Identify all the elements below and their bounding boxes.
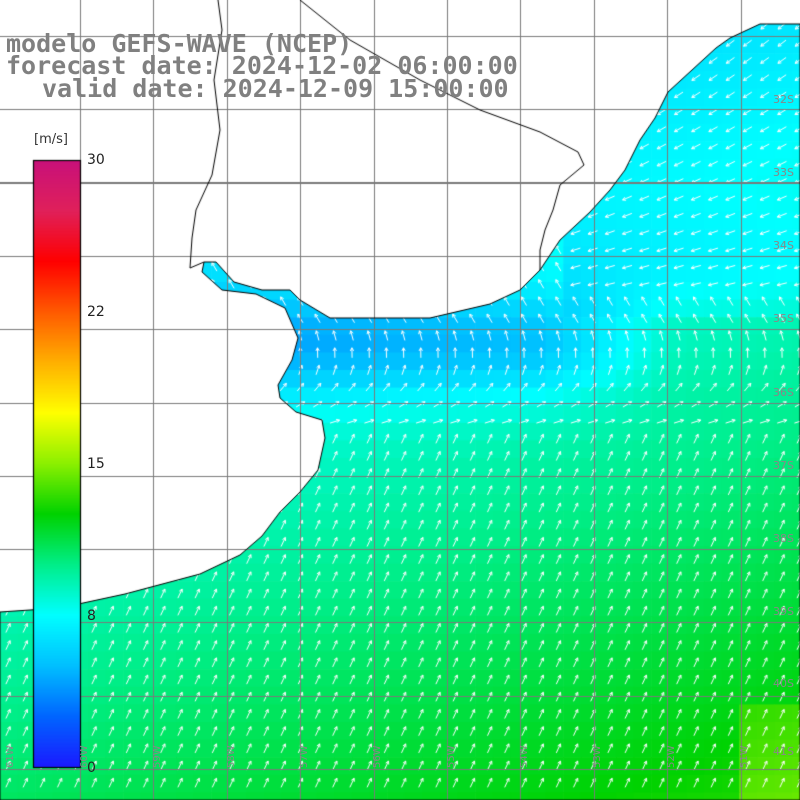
lon-label: 60W	[79, 745, 90, 768]
lon-label: 61W	[5, 745, 16, 768]
lon-label: 57W	[299, 745, 310, 768]
colorbar-unit: [m/s]	[34, 132, 68, 147]
lon-label: 52W	[666, 745, 677, 768]
lon-label: 51W	[739, 745, 750, 768]
lat-label: 37S	[773, 459, 794, 472]
model-title: modelo GEFS-WAVE (NCEP)	[6, 29, 353, 58]
lat-label: 40S	[773, 677, 794, 690]
lat-label: 36S	[773, 386, 794, 399]
lat-label: 38S	[773, 532, 794, 545]
lat-label: 33S	[773, 166, 794, 179]
colorbar-tick-8: 8	[87, 608, 96, 624]
lon-label: 56W	[372, 745, 383, 768]
lat-label: 34S	[773, 239, 794, 252]
colorbar-tick-22: 22	[87, 304, 105, 320]
colorbar-tick-15: 15	[87, 456, 105, 472]
lon-label: 59W	[152, 745, 163, 768]
lon-label: 58W	[226, 745, 237, 768]
lat-label: 39S	[773, 605, 794, 618]
lon-label: 55W	[446, 745, 457, 768]
colorbar-tick-min: 0	[87, 760, 96, 776]
lat-label: 41S	[773, 745, 794, 758]
lat-label: 35S	[773, 312, 794, 325]
forecast-date: forecast date: 2024-12-02 06:00:00	[6, 51, 518, 80]
lon-label: 54W	[519, 745, 530, 768]
colorbar-tick-max: 30	[87, 152, 105, 168]
valid-date: valid date: 2024-12-09 15:00:00	[42, 74, 509, 103]
lon-label: 53W	[592, 745, 603, 768]
lat-label: 32S	[773, 93, 794, 106]
